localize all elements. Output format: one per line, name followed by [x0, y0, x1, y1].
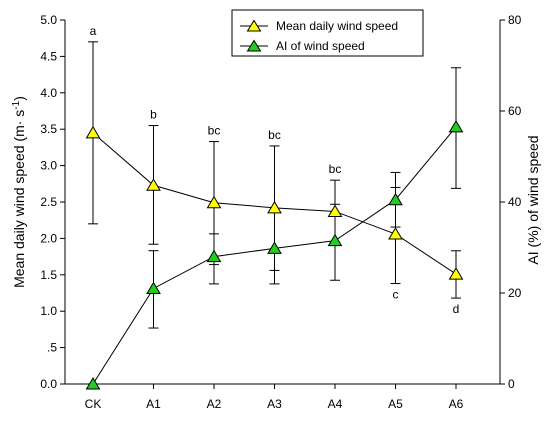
series-points [85, 119, 464, 390]
x-tick-label: A5 [388, 397, 403, 411]
point-mean-daily [388, 227, 403, 240]
y-left-tick-label: 5.0 [40, 13, 57, 27]
y-right-tick-label: 80 [508, 13, 522, 27]
point-mean-daily [206, 195, 222, 209]
y-left-tick-label: .5 [47, 341, 57, 355]
point-mean-daily [267, 200, 282, 214]
point-ai [388, 192, 403, 206]
y-left-tick-label: 3.0 [40, 159, 57, 173]
y-axis-left-title-main: Mean daily wind speed (m [11, 125, 27, 288]
y-left-tick-label: 4.0 [40, 86, 57, 100]
y-left-tick-label: 3.5 [40, 122, 57, 136]
significance-label: a [90, 24, 97, 38]
point-ai [448, 119, 464, 133]
y-left-tick-label: 2.0 [40, 231, 57, 245]
significance-label: bc [208, 124, 221, 138]
point-mean-daily [146, 178, 161, 191]
x-tick-label: CK [85, 397, 102, 411]
x-tick-label: A3 [267, 397, 282, 411]
y-right-tick-label: 0 [508, 377, 515, 391]
point-ai [327, 233, 343, 247]
y-left-tick-label: 1.5 [40, 268, 57, 282]
y-right-tick-label: 40 [508, 195, 522, 209]
legend-box [231, 9, 424, 57]
y-right-tick-label: 20 [508, 286, 522, 300]
legend: Mean daily wind speed AI of wind speed [231, 9, 424, 57]
point-mean-daily [85, 125, 101, 139]
legend-label-mean-daily: Mean daily wind speed [276, 19, 398, 33]
y-left-tick-label: 0.0 [40, 377, 57, 391]
y-left-tick-label: 2.5 [40, 195, 57, 209]
legend-marker-ai [246, 39, 262, 52]
point-ai [85, 377, 101, 390]
y-left-tick-label: 4.5 [40, 49, 57, 63]
x-tick-label: A2 [207, 397, 222, 411]
point-ai [146, 281, 161, 294]
x-tick-label: A4 [328, 397, 343, 411]
x-tick-label: A1 [146, 397, 161, 411]
y-left-tick-label: 1.0 [40, 304, 57, 318]
significance-label: d [453, 302, 460, 316]
significance-label: b [150, 108, 157, 122]
axes: 0.0 .5 1.0 1.5 2.0 2.5 3.0 3.5 4.0 4.5 5.0 0 20 40 60 8… [40, 13, 521, 411]
significance-label: bc [329, 162, 342, 176]
y-axis-left-title-unit: s [11, 110, 27, 121]
y-axis-left-title-dot: · [11, 121, 27, 126]
point-mean-daily [448, 267, 464, 280]
y-axis-left-title-sup: -1 [11, 100, 22, 109]
significance-label: c [393, 288, 399, 302]
y-axis-left-title-close: ) [11, 96, 27, 101]
x-tick-label: A6 [449, 397, 464, 411]
significance-labels: a b bc bc bc c d [90, 24, 460, 316]
legend-label-ai: AI of wind speed [276, 39, 365, 53]
y-axis-left-title: Mean daily wind speed (m· s-1) [11, 96, 27, 288]
point-ai [206, 249, 222, 263]
significance-label: bc [268, 128, 281, 142]
y-right-tick-label: 60 [508, 104, 522, 118]
point-ai [267, 241, 282, 254]
point-mean-daily [327, 204, 343, 217]
legend-marker-mean-daily [246, 19, 262, 32]
y-axis-right-title: AI (%) of wind speed [525, 135, 541, 264]
